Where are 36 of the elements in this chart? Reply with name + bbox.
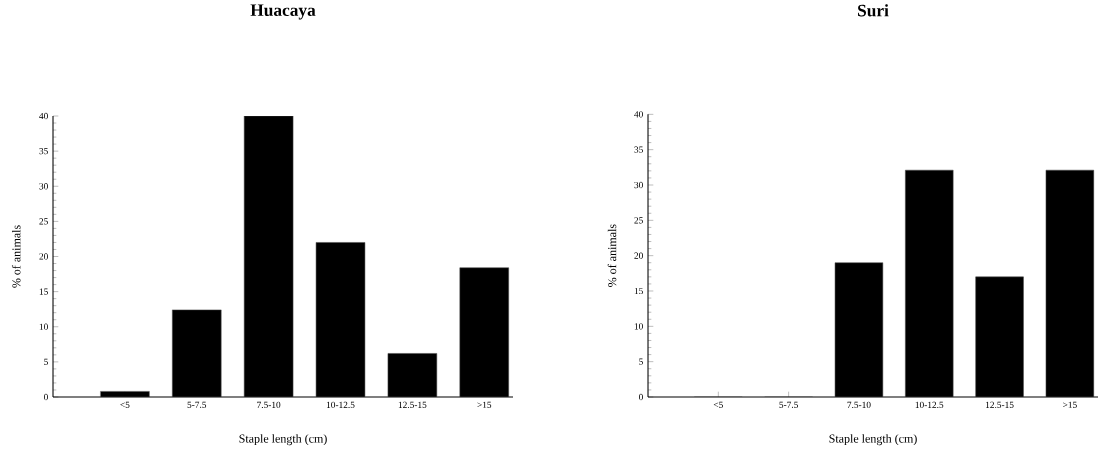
y-tick-label: 0 (43, 393, 48, 401)
y-tick-label: 30 (39, 183, 48, 190)
x-tick-label: 7.5-10 (257, 401, 281, 409)
y-tick-label: 15 (634, 287, 643, 295)
y-tick-label: 20 (634, 252, 643, 259)
x-tick-label: 12.5-15 (398, 401, 427, 409)
y-tick-label: 0 (638, 393, 643, 401)
x-axis-title: Staple length (cm) (829, 434, 917, 446)
x-tick-label: >15 (1063, 401, 1077, 408)
y-tick-label: 5 (639, 358, 643, 365)
y-tick-label: 40 (634, 111, 643, 118)
y-tick-label: 10 (634, 323, 643, 330)
x-tick-label: 7.5-10 (847, 401, 871, 409)
y-tick-label: 25 (634, 217, 643, 224)
x-axis-title: Staple length (cm) (239, 434, 327, 446)
x-tick-label: 5-7.5 (779, 401, 798, 408)
y-tick-label: 15 (39, 288, 48, 295)
y-tick-label: 25 (39, 218, 48, 225)
x-tick-label: >15 (477, 401, 492, 408)
y-tick-label: 30 (634, 181, 643, 189)
y-tick-label: 5 (44, 358, 48, 365)
y-axis-title: % of animals (11, 225, 21, 288)
y-axis-title: % of animals (607, 224, 617, 287)
x-tick-label: 10-12.5 (915, 401, 944, 409)
x-tick-label: <5 (120, 401, 130, 408)
y-tick-label: 35 (39, 148, 48, 155)
y-tick-label: 10 (39, 323, 48, 330)
x-tick-label: 12.5-15 (986, 401, 1014, 409)
x-tick-label: <5 (713, 401, 723, 408)
y-tick-label: 35 (634, 146, 643, 153)
x-tick-label: 5-7.5 (187, 401, 207, 408)
y-tick-label: 20 (39, 253, 48, 260)
chart-title: Huacaya (250, 4, 316, 20)
chart-title: Suri (858, 4, 889, 17)
y-tick-label: 40 (39, 112, 48, 120)
x-tick-label: 10-12.5 (326, 401, 355, 409)
